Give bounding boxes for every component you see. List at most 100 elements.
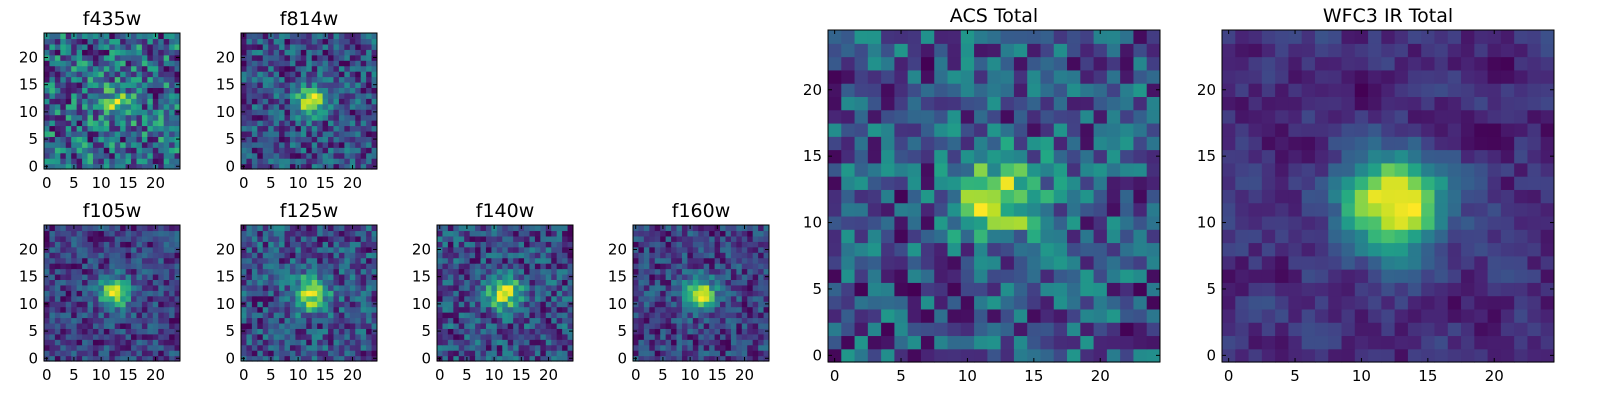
heatmap-cell <box>1288 282 1303 297</box>
heatmap-cell <box>355 284 362 291</box>
heatmap-cell <box>125 120 132 127</box>
heatmap-cell <box>300 92 307 99</box>
heatmap-cell <box>279 109 286 116</box>
heatmap-cell <box>169 33 176 40</box>
heatmap-cell <box>295 273 302 280</box>
axes-frame <box>827 29 1161 363</box>
heatmap-cell <box>1368 229 1382 244</box>
heatmap-cell <box>87 33 94 40</box>
heatmap-cell <box>268 114 275 121</box>
heatmap-cell <box>268 284 275 291</box>
heatmap-cell <box>974 109 988 124</box>
heatmap-cell <box>311 344 318 351</box>
heatmap-cell <box>289 339 296 346</box>
heatmap-cell <box>703 257 710 264</box>
heatmap-cell <box>1314 229 1329 244</box>
heatmap-cell <box>87 295 94 302</box>
heatmap-cell <box>279 350 286 357</box>
heatmap-cell <box>246 241 253 248</box>
heatmap-cell <box>328 60 335 67</box>
heatmap-cell <box>437 339 444 346</box>
y-tick-label: 0 <box>225 157 235 175</box>
heatmap-cell <box>529 225 536 232</box>
heatmap-cell <box>306 290 313 297</box>
heatmap-cell <box>540 290 547 297</box>
heatmap-cell <box>300 333 307 340</box>
heatmap-cell <box>1447 162 1462 177</box>
heatmap-cell <box>295 125 302 132</box>
heatmap-cell <box>491 317 498 324</box>
heatmap-cell <box>306 312 313 319</box>
heatmap-cell <box>44 103 51 110</box>
heatmap-cell <box>82 33 89 40</box>
heatmap-cell <box>366 152 373 159</box>
heatmap-cell <box>681 252 688 259</box>
heatmap-cell <box>163 147 170 154</box>
heatmap-cell <box>82 120 89 127</box>
heatmap-cell <box>338 98 345 105</box>
heatmap-cell <box>974 308 988 323</box>
heatmap-cell <box>736 328 743 335</box>
heatmap-cell <box>349 98 356 105</box>
heatmap-cell <box>867 189 882 204</box>
heatmap-cell <box>71 268 78 275</box>
heatmap-cell <box>633 279 640 286</box>
heatmap-cell <box>71 130 78 137</box>
heatmap-cell <box>82 246 89 253</box>
heatmap-cell <box>1301 282 1316 297</box>
heatmap-cell <box>502 284 509 291</box>
heatmap-cell <box>333 158 340 165</box>
heatmap-cell <box>241 344 248 351</box>
heatmap-cell <box>649 225 656 232</box>
heatmap-cell <box>671 312 678 319</box>
heatmap-cell <box>442 317 449 324</box>
heatmap-cell <box>344 92 351 99</box>
heatmap-cell <box>241 71 248 78</box>
heatmap-cell <box>1261 149 1276 164</box>
heatmap-cell <box>163 241 170 248</box>
heatmap-cell <box>246 130 253 137</box>
heatmap-cell <box>660 268 667 275</box>
heatmap-cell <box>437 257 444 264</box>
heatmap-cell <box>306 344 313 351</box>
heatmap-cell <box>54 290 61 297</box>
heatmap-cell <box>960 176 975 190</box>
heatmap-cell <box>366 333 373 340</box>
heatmap-cell <box>333 103 340 110</box>
heatmap-cell <box>1540 202 1555 217</box>
heatmap-cell <box>344 147 351 154</box>
heatmap-cell <box>671 230 678 237</box>
heatmap-cell <box>279 43 286 50</box>
heatmap-cell <box>529 301 536 308</box>
heatmap-cell <box>322 49 329 56</box>
heatmap-cell <box>720 322 727 329</box>
heatmap-cell <box>306 252 313 259</box>
heatmap-cell <box>355 163 362 170</box>
heatmap-cell <box>464 246 471 253</box>
heatmap-cell <box>333 333 340 340</box>
heatmap-cell <box>1013 83 1028 97</box>
heatmap-cell <box>289 322 296 329</box>
heatmap-cell <box>349 38 356 45</box>
heatmap-cell <box>257 241 264 248</box>
heatmap-cell <box>114 152 121 159</box>
heatmap-cell <box>262 65 269 72</box>
heatmap-cell <box>262 306 269 313</box>
heatmap-cell <box>92 235 99 242</box>
heatmap-cell <box>65 71 72 78</box>
heatmap-cell <box>633 257 640 264</box>
axes-frame <box>632 224 770 362</box>
heatmap-cell <box>125 301 132 308</box>
heatmap-cell <box>649 284 656 291</box>
heatmap-cell <box>671 301 678 308</box>
heatmap-cell <box>1261 282 1276 297</box>
heatmap-cell <box>1474 255 1489 270</box>
heatmap-cell <box>1261 308 1276 323</box>
heatmap-cell <box>344 301 351 308</box>
heatmap-cell <box>540 350 547 357</box>
heatmap-cell <box>49 235 56 242</box>
y-tick-label: 15 <box>412 268 431 286</box>
heatmap-cell <box>687 301 694 308</box>
heatmap-cell <box>344 158 351 165</box>
heatmap-cell <box>268 257 275 264</box>
